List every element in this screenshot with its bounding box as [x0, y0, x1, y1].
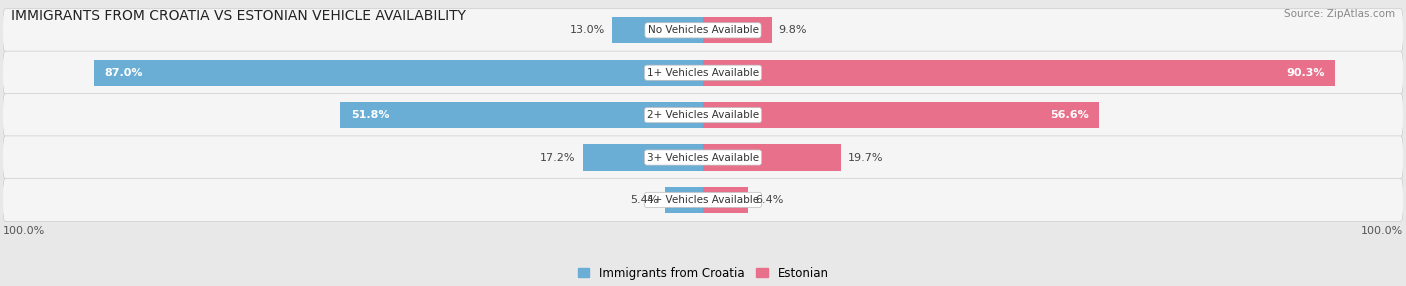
Text: 100.0%: 100.0% [1361, 226, 1403, 236]
Text: 9.8%: 9.8% [779, 25, 807, 35]
Text: 3+ Vehicles Available: 3+ Vehicles Available [647, 152, 759, 162]
Bar [340, 102, 703, 128]
Text: IMMIGRANTS FROM CROATIA VS ESTONIAN VEHICLE AVAILABILITY: IMMIGRANTS FROM CROATIA VS ESTONIAN VEHI… [11, 9, 467, 23]
FancyBboxPatch shape [3, 178, 1403, 222]
Text: Source: ZipAtlas.com: Source: ZipAtlas.com [1284, 9, 1395, 19]
Text: 5.4%: 5.4% [630, 195, 658, 205]
Text: 19.7%: 19.7% [848, 152, 883, 162]
Bar [612, 17, 703, 43]
Bar [703, 144, 841, 171]
FancyBboxPatch shape [3, 94, 1403, 137]
Bar [703, 102, 1099, 128]
Text: 56.6%: 56.6% [1050, 110, 1088, 120]
Bar [94, 59, 703, 86]
Text: 90.3%: 90.3% [1286, 68, 1324, 78]
FancyBboxPatch shape [3, 51, 1403, 94]
FancyBboxPatch shape [3, 9, 1403, 52]
Text: 87.0%: 87.0% [104, 68, 143, 78]
Bar [703, 187, 748, 213]
Legend: Immigrants from Croatia, Estonian: Immigrants from Croatia, Estonian [572, 262, 834, 285]
Text: 13.0%: 13.0% [569, 25, 605, 35]
Text: 1+ Vehicles Available: 1+ Vehicles Available [647, 68, 759, 78]
Text: 51.8%: 51.8% [350, 110, 389, 120]
Bar [703, 17, 772, 43]
Text: 100.0%: 100.0% [3, 226, 45, 236]
Text: 6.4%: 6.4% [755, 195, 783, 205]
Bar [703, 59, 1336, 86]
Text: 4+ Vehicles Available: 4+ Vehicles Available [647, 195, 759, 205]
FancyBboxPatch shape [3, 136, 1403, 179]
Text: No Vehicles Available: No Vehicles Available [648, 25, 758, 35]
Text: 2+ Vehicles Available: 2+ Vehicles Available [647, 110, 759, 120]
Text: 17.2%: 17.2% [540, 152, 575, 162]
Bar [582, 144, 703, 171]
Bar [665, 187, 703, 213]
